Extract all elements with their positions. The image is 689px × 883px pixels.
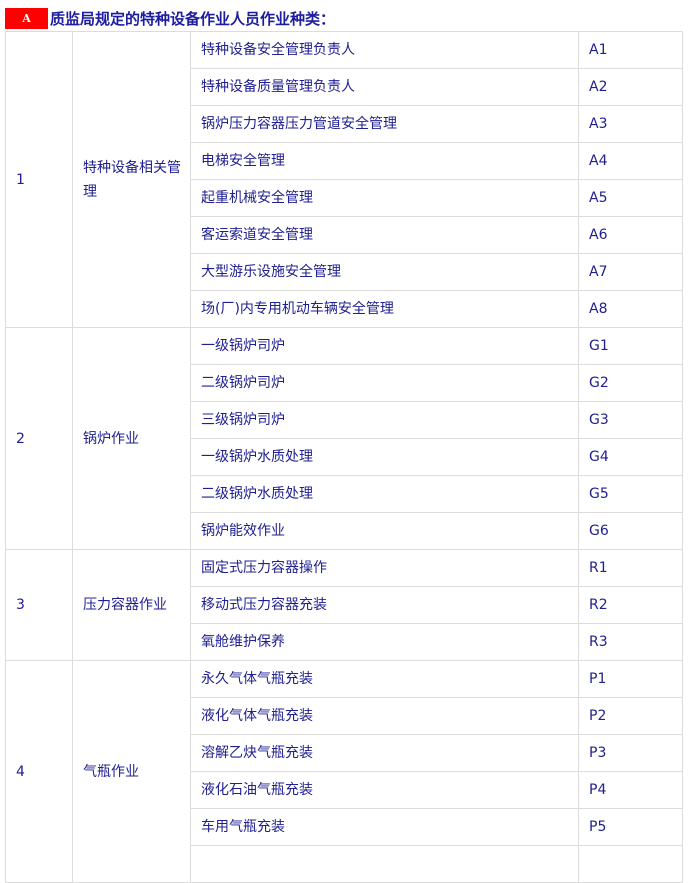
work-type-name: 车用气瓶充装	[190, 808, 579, 846]
group-category: 锅炉作业	[72, 327, 191, 550]
work-type-code: A5	[578, 179, 683, 217]
work-type-code: A2	[578, 68, 683, 106]
table-row: 场(厂)内专用机动车辆安全管理 A8	[6, 290, 683, 328]
work-type-name: 固定式压力容器操作	[190, 549, 579, 587]
section-badge: A	[5, 7, 48, 29]
work-type-name: 场(厂)内专用机动车辆安全管理	[190, 290, 579, 328]
work-type-code: R3	[578, 623, 683, 661]
work-type-name: 二级锅炉水质处理	[190, 475, 579, 513]
group-number: 3	[5, 549, 73, 661]
work-type-code: P4	[578, 771, 683, 809]
group-number: 4	[5, 660, 73, 883]
work-type-code: A1	[578, 31, 683, 69]
table-row: 二级锅炉司炉 G2	[6, 364, 683, 402]
work-type-code: A3	[578, 105, 683, 143]
work-type-name: 永久气体气瓶充装	[190, 660, 579, 698]
work-type-name: 溶解乙炔气瓶充装	[190, 734, 579, 772]
work-type-code: A8	[578, 290, 683, 328]
work-type-name: 特种设备质量管理负责人	[190, 68, 579, 106]
work-type-code: G3	[578, 401, 683, 439]
section-header: A 质监局规定的特种设备作业人员作业种类：	[5, 6, 335, 30]
work-type-code: A6	[578, 216, 683, 254]
table-row: 氧舱维护保养 R3	[6, 623, 683, 661]
work-type-code: G1	[578, 327, 683, 365]
work-type-code: A4	[578, 142, 683, 180]
work-type-name: 氧舱维护保养	[190, 623, 579, 661]
table-row: 液化石油气瓶充装 P4	[6, 771, 683, 809]
work-type-code: A7	[578, 253, 683, 291]
work-type-code	[578, 845, 683, 883]
work-type-code: R1	[578, 549, 683, 587]
group-category: 气瓶作业	[72, 660, 191, 883]
table-row: 二级锅炉水质处理 G5	[6, 475, 683, 513]
work-type-name: 起重机械安全管理	[190, 179, 579, 217]
table-row: 起重机械安全管理 A5	[6, 179, 683, 217]
work-type-code: P5	[578, 808, 683, 846]
work-type-name: 三级锅炉司炉	[190, 401, 579, 439]
table-row: 移动式压力容器充装 R2	[6, 586, 683, 624]
section-title: 质监局规定的特种设备作业人员作业种类：	[50, 9, 336, 28]
table-row: 锅炉能效作业 G6	[6, 512, 683, 550]
work-type-code: G4	[578, 438, 683, 476]
table-row: 4 气瓶作业 永久气体气瓶充装 P1	[5, 660, 683, 883]
work-type-name: 一级锅炉司炉	[190, 327, 579, 365]
table-row: 2 锅炉作业 一级锅炉司炉 G1	[5, 327, 683, 550]
work-type-name: 锅炉压力容器压力管道安全管理	[190, 105, 579, 143]
table-row: 客运索道安全管理 A6	[6, 216, 683, 254]
work-type-code: G6	[578, 512, 683, 550]
work-type-name: 二级锅炉司炉	[190, 364, 579, 402]
work-type-name: 一级锅炉水质处理	[190, 438, 579, 476]
table-row: 溶解乙炔气瓶充装 P3	[6, 734, 683, 772]
work-type-name: 特种设备安全管理负责人	[190, 31, 579, 69]
work-type-name	[190, 845, 579, 883]
work-type-code: G2	[578, 364, 683, 402]
work-type-name: 电梯安全管理	[190, 142, 579, 180]
table-row: 锅炉压力容器压力管道安全管理 A3	[6, 105, 683, 143]
work-type-code: P1	[578, 660, 683, 698]
work-type-code: G5	[578, 475, 683, 513]
table-row: 电梯安全管理 A4	[6, 142, 683, 180]
work-type-name: 大型游乐设施安全管理	[190, 253, 579, 291]
work-type-name: 客运索道安全管理	[190, 216, 579, 254]
work-type-name: 移动式压力容器充装	[190, 586, 579, 624]
work-type-code: P3	[578, 734, 683, 772]
table-row: 液化气体气瓶充装 P2	[6, 697, 683, 735]
table-row: 3 压力容器作业 固定式压力容器操作 R1	[5, 549, 683, 661]
group-category: 压力容器作业	[72, 549, 191, 661]
work-type-code: P2	[578, 697, 683, 735]
group-number: 1	[5, 31, 73, 328]
group-category: 特种设备相关管理	[72, 31, 191, 328]
table-row: 1 特种设备相关管理 特种设备安全管理负责人 A1	[5, 31, 683, 328]
table-row: 三级锅炉司炉 G3	[6, 401, 683, 439]
work-type-code: R2	[578, 586, 683, 624]
table-row: 特种设备质量管理负责人 A2	[6, 68, 683, 106]
work-types-table: 1 特种设备相关管理 特种设备安全管理负责人 A1 特种设备质量管理负责人 A2 锅炉压力容…	[5, 31, 683, 883]
table-row: 大型游乐设施安全管理 A7	[6, 253, 683, 291]
group-number: 2	[5, 327, 73, 550]
work-type-name: 锅炉能效作业	[190, 512, 579, 550]
work-type-name: 液化石油气瓶充装	[190, 771, 579, 809]
work-type-name: 液化气体气瓶充装	[190, 697, 579, 735]
